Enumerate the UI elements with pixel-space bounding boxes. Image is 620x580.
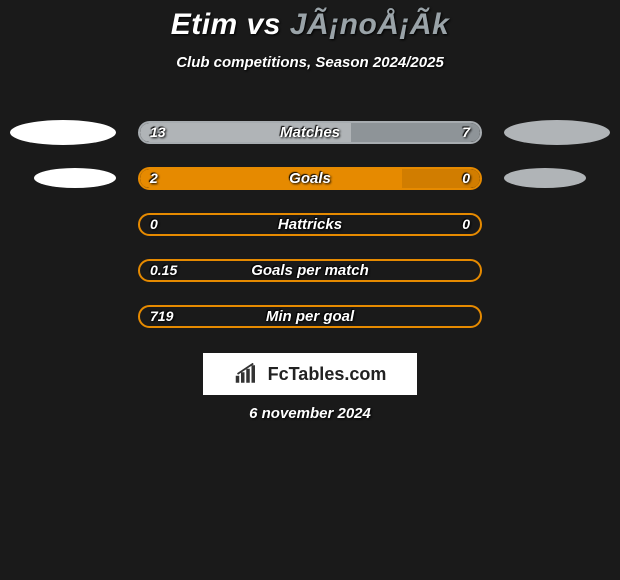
stats-list: 137Matches20Goals00Hattricks0.15Goals pe… — [0, 109, 620, 339]
title: Etim vs JÃ¡noÅ¡Ã­k — [0, 8, 620, 42]
bar-fill-left — [140, 169, 402, 188]
date-text: 6 november 2024 — [0, 405, 620, 422]
player1-marker — [34, 168, 116, 188]
stat-left-value: 2 — [150, 169, 158, 188]
comparison-card: Etim vs JÃ¡noÅ¡Ã­k Club competitions, Se… — [0, 0, 620, 422]
stat-label: Goals per match — [140, 262, 480, 279]
stat-right-value: 0 — [462, 169, 470, 188]
stat-right-value: 0 — [462, 215, 470, 234]
stat-bar: 719Min per goal — [138, 305, 482, 328]
stat-left-value: 0 — [150, 215, 158, 234]
watermark-text: FcTables.com — [268, 364, 387, 385]
player2-name: JÃ¡noÅ¡Ã­k — [290, 8, 450, 41]
player2-marker — [504, 168, 586, 188]
stat-bar: 137Matches — [138, 121, 482, 144]
stat-left-value: 719 — [150, 307, 173, 326]
bar-fill-left — [140, 123, 351, 142]
stat-right-value: 7 — [462, 123, 470, 142]
stat-row: 0.15Goals per match — [0, 247, 620, 293]
chart-icon — [234, 363, 262, 385]
player2-marker — [504, 120, 610, 145]
bar-fill-right — [351, 123, 480, 142]
player1-marker — [10, 120, 116, 145]
stat-bar: 0 0Hattricks — [138, 213, 482, 236]
stat-label: Hattricks — [140, 216, 480, 233]
stat-label: Min per goal — [140, 308, 480, 325]
player1-name: Etim — [171, 8, 238, 41]
stat-left-value: 13 — [150, 123, 166, 142]
stat-bar: 20Goals — [138, 167, 482, 190]
stat-bar: 0.15Goals per match — [138, 259, 482, 282]
stat-row: 0 0Hattricks — [0, 201, 620, 247]
stat-row: 137Matches — [0, 109, 620, 155]
stat-row: 719Min per goal — [0, 293, 620, 339]
vs-text: vs — [247, 8, 281, 41]
stat-row: 20Goals — [0, 155, 620, 201]
subtitle: Club competitions, Season 2024/2025 — [0, 54, 620, 71]
watermark: FcTables.com — [203, 353, 417, 395]
stat-left-value: 0.15 — [150, 261, 177, 280]
